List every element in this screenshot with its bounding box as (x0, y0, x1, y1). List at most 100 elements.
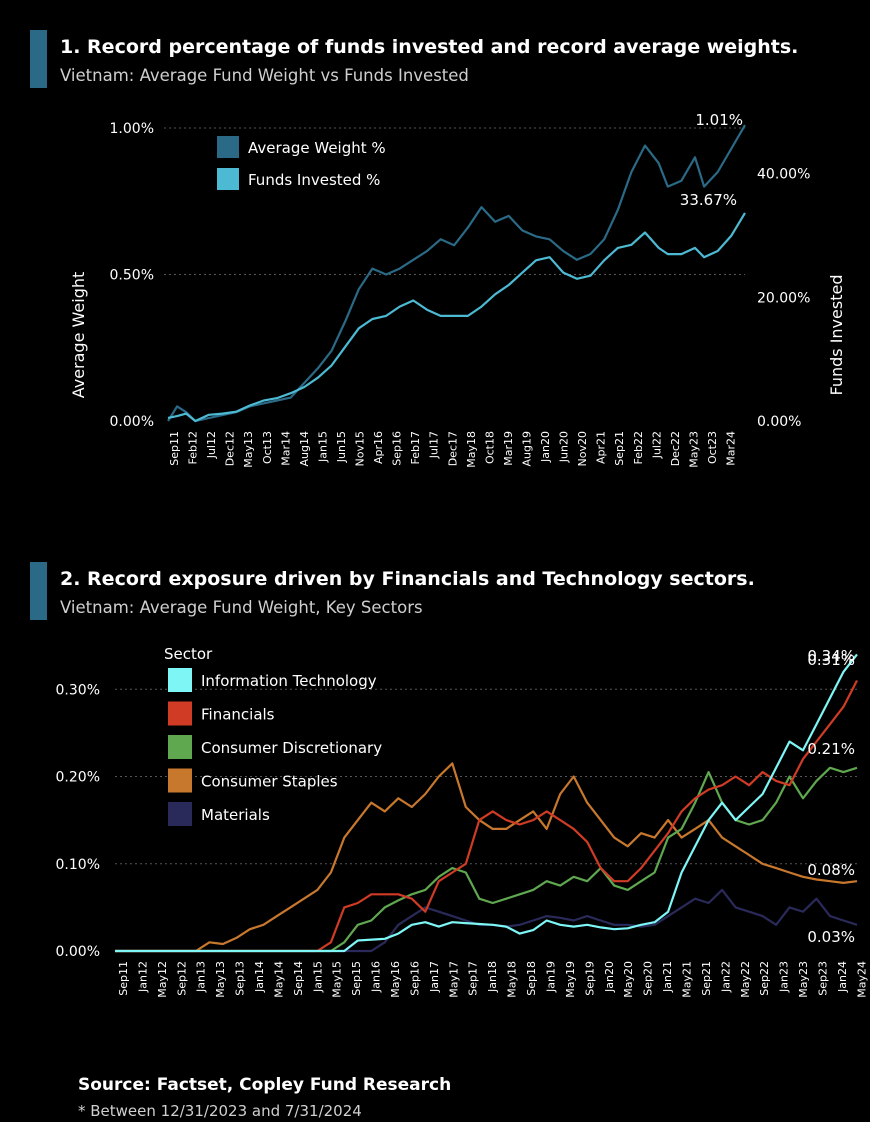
chart2-end-label: 0.21% (807, 740, 855, 758)
chart2-legend-swatch (168, 768, 192, 793)
chart1-x-tick-label: Nov20 (576, 431, 589, 466)
chart2-accent-bar (30, 562, 47, 620)
chart1-x-tick-label: Oct13 (261, 431, 274, 464)
chart2-gridlines (115, 688, 857, 865)
chart1-series-line-0 (167, 124, 746, 423)
chart2-x-tick-label: Jan23 (778, 961, 791, 993)
chart1-x-tick-label: Mar19 (502, 431, 515, 466)
chart2-x-tick-label: Sep20 (642, 961, 655, 996)
chart2-legend-title: Sector (164, 645, 213, 663)
chart1-x-tick-label: Aug14 (298, 431, 311, 466)
chart1-x-tick-label: May13 (242, 431, 255, 468)
chart1-y-ticks: 0.00% 0.50% 1.00% (110, 121, 154, 430)
chart2-x-tick-label: Jan12 (136, 961, 149, 993)
chart2-x-tick-label: Jan18 (486, 961, 499, 993)
chart2-x-tick-label: Sep16 (408, 961, 421, 996)
chart1-legend-swatch (217, 168, 239, 190)
chart1-x-tick-label: Sep21 (613, 431, 626, 466)
chart2-x-tick-label: Sep13 (234, 961, 247, 996)
chart2-title: 2. Record exposure driven by Financials … (60, 568, 755, 590)
chart2-end-label: 0.03% (807, 928, 855, 946)
chart1-x-tick-label: Jul22 (650, 431, 663, 459)
chart2-x-tick-label: Jan22 (719, 961, 732, 993)
chart2-x-tick-label: Jan16 (370, 961, 383, 993)
chart1-legend-label: Funds Invested % (248, 171, 380, 189)
chart1-x-tick-label: Feb12 (187, 431, 200, 464)
chart2-x-tick-label: May20 (622, 961, 635, 998)
chart1-x-tick-label: Feb22 (632, 431, 645, 464)
chart2-x-tick-label: Sep17 (467, 961, 480, 996)
chart1-x-tick-label: May23 (687, 431, 700, 468)
chart2-x-tick-label: Sep11 (117, 961, 130, 996)
chart2-end-labels: 0.34%0.31% 0.21% 0.08% 0.03% (807, 647, 855, 946)
chart1-x-ticks: Sep11 Feb12 Jul12 Dec12 May13 Oct13 Mar14 Aug14… (168, 431, 738, 468)
chart1-title: 1. Record percentage of funds invested a… (60, 36, 799, 58)
chart2-x-tick-label: May15 (331, 961, 344, 998)
chart1-x-tick-label: Dec17 (446, 431, 459, 466)
chart2-legend-swatch (168, 802, 192, 826)
chart1-x-tick-label: Jun15 (335, 431, 348, 463)
chart1-x-tick-label: Apr16 (372, 431, 385, 464)
chart1-end-labels: 1.01% 33.67% (680, 111, 743, 209)
chart2-x-tick-label: Jan19 (544, 961, 557, 993)
chart1-y2-tick-label: 0.00% (757, 414, 801, 430)
chart2-x-tick-label: Sep23 (816, 961, 829, 996)
chart1-x-tick-label: May18 (465, 431, 478, 468)
chart1-x-tick-label: Jan20 (539, 431, 552, 463)
chart2-end-label: 0.31% (807, 651, 855, 669)
chart2-x-tick-label: Jan15 (311, 961, 324, 993)
chart1-x-tick-label: Aug19 (520, 431, 533, 466)
chart2-legend-label: Information Technology (201, 672, 377, 690)
chart2-x-tick-label: Sep12 (175, 961, 188, 996)
chart2-x-tick-label: Jan17 (428, 961, 441, 993)
source-text: Source: Factset, Copley Fund Research (78, 1075, 452, 1095)
chart2-end-label: 0.08% (807, 861, 855, 879)
chart1-x-tick-label: Mar14 (279, 431, 292, 466)
chart1-gridlines (164, 127, 745, 275)
chart2-x-tick-label: Sep19 (583, 961, 596, 996)
chart2-y-tick-label: 0.20% (56, 770, 100, 786)
chart1-y2-tick-label: 40.00% (757, 167, 810, 183)
chart1-x-tick-label: Feb17 (409, 431, 422, 464)
chart1-x-tick-label: Oct18 (483, 431, 496, 464)
chart1-y2-axis-label: Funds Invested (827, 275, 846, 396)
chart2-end-label: 0.34% (807, 647, 855, 665)
chart1-y-tick-label: 0.00% (110, 414, 154, 430)
chart1-legend-swatch (217, 136, 239, 158)
chart2-x-tick-label: May21 (680, 961, 693, 998)
chart2-legend-swatch (168, 735, 192, 759)
chart2-x-tick-label: May14 (272, 961, 285, 998)
chart2-x-tick-label: Sep21 (700, 961, 713, 996)
chart1-x-tick-label: Dec12 (224, 431, 237, 466)
chart2-y-tick-label: 0.30% (56, 682, 100, 698)
chart1-x-tick-label: Mar24 (725, 431, 738, 466)
chart2-x-tick-label: Jan14 (253, 961, 266, 993)
chart2-series (115, 653, 858, 953)
chart2-series-line-4 (115, 888, 858, 953)
chart2-series-line-1 (115, 679, 858, 953)
chart1-x-tick-label: Sep11 (168, 431, 181, 466)
chart2-legend-label: Consumer Staples (201, 773, 338, 791)
chart2-x-tick-label: Jan21 (661, 961, 674, 993)
chart1-x-tick-label: Nov15 (354, 431, 367, 466)
chart2-y-tick-label: 0.10% (56, 857, 100, 873)
chart2-x-tick-label: Sep18 (525, 961, 538, 996)
chart1-end-label: 1.01% (695, 111, 743, 129)
chart2-plot: 0.00% 0.10% 0.20% 0.30% Sep11 Jan12 May12 Sep1… (56, 645, 869, 998)
chart1-series (167, 124, 746, 423)
chart2-x-tick-label: Jan24 (836, 961, 849, 993)
chart2-x-tick-label: May18 (506, 961, 519, 998)
chart1-legend-label: Average Weight % (248, 139, 386, 157)
chart2-x-tick-label: May19 (564, 961, 577, 998)
chart2-y-tick-label: 0.00% (56, 944, 100, 960)
chart2-legend-label: Consumer Discretionary (201, 739, 382, 757)
chart2-x-tick-label: May17 (447, 961, 460, 998)
chart1-x-tick-label: Oct23 (706, 431, 719, 464)
chart2-x-tick-label: May12 (156, 961, 169, 998)
chart2-x-tick-label: Jan20 (603, 961, 616, 993)
chart2-x-tick-label: May16 (389, 961, 402, 998)
chart1-x-tick-label: Apr21 (595, 431, 608, 464)
chart1-series-line-1 (167, 212, 746, 423)
chart1-end-label: 33.67% (680, 191, 737, 209)
chart1-y-tick-label: 0.50% (110, 268, 154, 284)
